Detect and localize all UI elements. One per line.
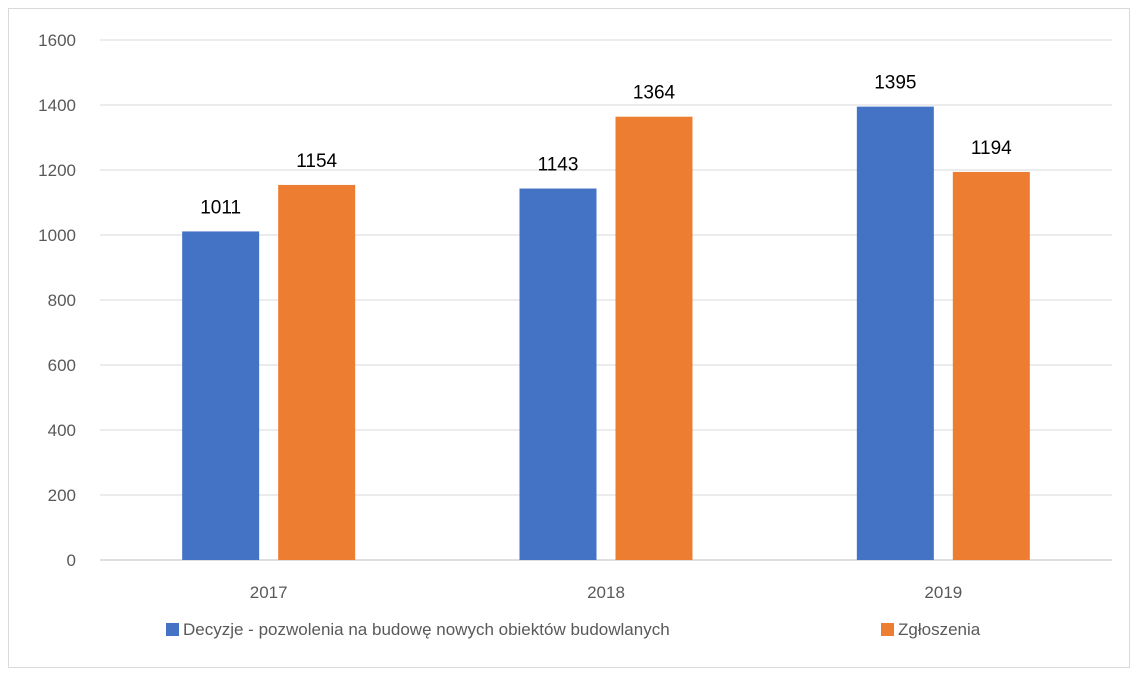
y-tick-label: 1400	[38, 96, 76, 115]
y-tick-label: 1200	[38, 161, 76, 180]
bar-2017-series-2	[278, 184, 356, 560]
y-tick-label: 200	[48, 486, 76, 505]
data-label: 1011	[200, 197, 241, 218]
legend-swatch-1	[166, 623, 179, 636]
bar-2019-series-1	[856, 106, 934, 560]
legend-swatch-2	[881, 623, 894, 636]
y-tick-label: 1000	[38, 226, 76, 245]
bar-2018-series-2	[615, 116, 693, 560]
y-tick-label: 800	[48, 291, 76, 310]
bar-2017-series-1	[182, 231, 260, 561]
legend-label-2: Zgłoszenia	[898, 620, 981, 639]
y-tick-label: 0	[67, 551, 76, 570]
data-label: 1143	[538, 155, 579, 176]
data-label: 1154	[296, 151, 337, 172]
data-label: 1395	[874, 73, 916, 94]
legend-label-1: Decyzje - pozwolenia na budowę nowych ob…	[183, 620, 670, 639]
data-label: 1364	[633, 83, 676, 104]
bar-2018-series-1	[519, 188, 597, 560]
y-tick-label: 600	[48, 356, 76, 375]
x-tick-label: 2018	[587, 583, 625, 602]
x-tick-label: 2017	[250, 583, 288, 602]
bar-2019-series-2	[952, 171, 1030, 560]
y-tick-label: 400	[48, 421, 76, 440]
data-label: 1194	[971, 138, 1012, 159]
y-tick-label: 1600	[38, 31, 76, 50]
x-tick-label: 2019	[924, 583, 962, 602]
